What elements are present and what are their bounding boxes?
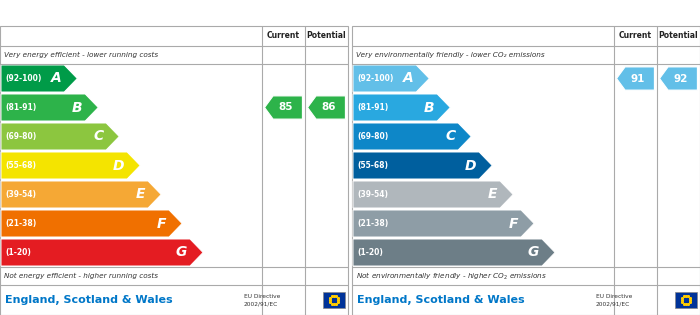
Text: (39-54): (39-54) — [5, 190, 36, 199]
Text: F: F — [508, 216, 518, 231]
Text: 92: 92 — [673, 73, 687, 83]
Bar — [675, 292, 697, 308]
Text: (92-100): (92-100) — [357, 74, 393, 83]
Polygon shape — [1, 123, 119, 150]
Text: (69-80): (69-80) — [357, 132, 388, 141]
Text: Not environmentally friendly - higher CO$_2$ emissions: Not environmentally friendly - higher CO… — [356, 270, 547, 282]
Text: Environmental Impact (CO$_2$) Rating: Environmental Impact (CO$_2$) Rating — [363, 4, 626, 21]
Polygon shape — [1, 239, 203, 266]
Text: (55-68): (55-68) — [5, 161, 36, 170]
Text: (39-54): (39-54) — [357, 190, 388, 199]
Polygon shape — [1, 65, 77, 92]
Polygon shape — [353, 152, 492, 179]
Polygon shape — [1, 94, 98, 121]
Text: Current: Current — [619, 32, 652, 41]
Text: 86: 86 — [321, 102, 336, 112]
Text: (1-20): (1-20) — [5, 248, 31, 257]
Text: (1-20): (1-20) — [357, 248, 383, 257]
Polygon shape — [1, 181, 161, 208]
Text: England, Scotland & Wales: England, Scotland & Wales — [5, 295, 173, 305]
Text: E: E — [136, 187, 145, 202]
Polygon shape — [265, 96, 302, 119]
Text: A: A — [402, 72, 413, 85]
Text: (21-38): (21-38) — [357, 219, 388, 228]
Polygon shape — [1, 152, 140, 179]
Polygon shape — [617, 67, 655, 90]
Text: (21-38): (21-38) — [5, 219, 36, 228]
Text: Not energy efficient - higher running costs: Not energy efficient - higher running co… — [4, 273, 158, 279]
Polygon shape — [353, 123, 471, 150]
Text: B: B — [424, 100, 434, 114]
Polygon shape — [1, 210, 182, 237]
Text: (81-91): (81-91) — [5, 103, 36, 112]
Text: D: D — [465, 158, 476, 173]
Polygon shape — [353, 94, 450, 121]
Text: E: E — [488, 187, 497, 202]
Polygon shape — [353, 181, 513, 208]
Polygon shape — [659, 67, 697, 90]
Text: Potential: Potential — [659, 32, 699, 41]
Text: F: F — [157, 216, 166, 231]
Text: B: B — [71, 100, 82, 114]
Polygon shape — [353, 210, 534, 237]
Text: England, Scotland & Wales: England, Scotland & Wales — [357, 295, 524, 305]
Text: G: G — [528, 245, 539, 260]
Text: (69-80): (69-80) — [5, 132, 36, 141]
Text: 91: 91 — [630, 73, 645, 83]
Text: 85: 85 — [279, 102, 293, 112]
Bar — [323, 292, 345, 308]
Text: Very environmentally friendly - lower CO₂ emissions: Very environmentally friendly - lower CO… — [356, 52, 545, 58]
Text: C: C — [93, 129, 103, 144]
Text: A: A — [50, 72, 61, 85]
Text: (55-68): (55-68) — [357, 161, 388, 170]
Text: EU Directive
2002/91/EC: EU Directive 2002/91/EC — [244, 294, 280, 306]
Text: EU Directive
2002/91/EC: EU Directive 2002/91/EC — [596, 294, 632, 306]
Polygon shape — [353, 239, 555, 266]
Text: Energy Efficiency Rating: Energy Efficiency Rating — [10, 7, 194, 20]
Text: C: C — [445, 129, 455, 144]
Text: G: G — [176, 245, 187, 260]
Text: Current: Current — [267, 32, 300, 41]
Polygon shape — [307, 96, 345, 119]
Text: D: D — [113, 158, 124, 173]
Text: Potential: Potential — [307, 32, 346, 41]
Text: (81-91): (81-91) — [357, 103, 388, 112]
Text: Very energy efficient - lower running costs: Very energy efficient - lower running co… — [4, 52, 158, 58]
Polygon shape — [353, 65, 429, 92]
Text: (92-100): (92-100) — [5, 74, 41, 83]
